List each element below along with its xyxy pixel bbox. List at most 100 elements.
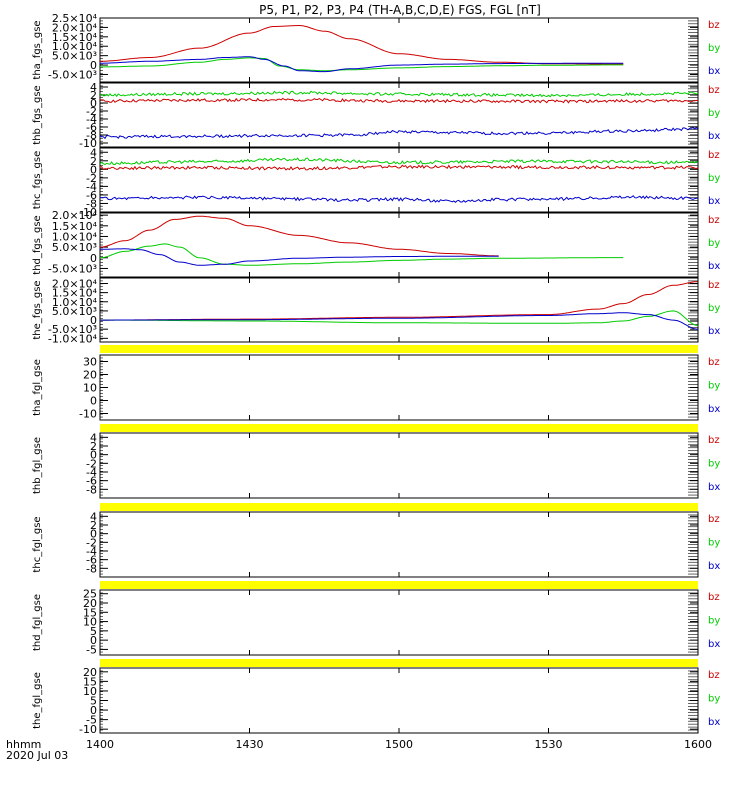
y-tick-label: 2.0×10⁴ — [52, 21, 98, 34]
y-tick-label: 2 — [90, 155, 97, 168]
y-tick-label: 4 — [90, 81, 97, 94]
y-tick-label: 0 — [90, 395, 97, 408]
data-gap-bar — [100, 659, 698, 667]
legend-bx: bx — [708, 326, 720, 337]
legend-bz: bz — [708, 357, 720, 368]
y-tick-label: -6 — [86, 189, 97, 202]
y-tick-label: -4 — [86, 545, 97, 558]
y-tick-label: 0 — [90, 97, 97, 110]
series-line-bx — [100, 195, 698, 203]
legend-by: by — [708, 173, 720, 184]
chart-title: P5, P1, P2, P3, P4 (TH-A,B,C,D,E) FGS, F… — [259, 3, 541, 17]
y-minor-ticks — [100, 280, 698, 340]
y-tick-label: 0 — [90, 163, 97, 176]
y-axis-label: thb_fgs_gse — [32, 85, 43, 144]
y-tick-label: -2 — [86, 536, 97, 549]
y-axis-label: tha_fgl_gse — [32, 359, 43, 416]
legend-by: by — [708, 459, 720, 470]
legend-bx: bx — [708, 639, 720, 650]
y-tick-label: -2 — [86, 172, 97, 185]
date-label: 2020 Jul 03 — [6, 749, 68, 762]
legend-bz: bz — [708, 150, 720, 161]
y-tick-label: -6 — [86, 475, 97, 488]
y-tick-label: -2 — [86, 105, 97, 118]
legend-bz: bz — [708, 435, 720, 446]
x-tick-label: 1500 — [385, 738, 413, 751]
series-line-by — [100, 243, 624, 266]
y-tick-label: -8 — [86, 562, 97, 575]
y-tick-label: 2 — [90, 440, 97, 453]
y-tick-label: -5.0×10³ — [48, 68, 97, 81]
legend-bz: bz — [708, 670, 720, 681]
series-line-bz — [100, 215, 499, 257]
y-tick-label: -2 — [86, 457, 97, 470]
y-minor-ticks — [100, 215, 698, 275]
legend-bx: bx — [708, 131, 720, 142]
y-tick-label: 4 — [90, 146, 97, 159]
panel-frame — [99, 212, 699, 278]
panel-frame — [99, 667, 699, 734]
y-axis-label: thd_fgs_gse — [32, 215, 43, 274]
y-tick-label: 25 — [83, 588, 97, 601]
y-axis-label: thc_fgl_gse — [32, 516, 43, 572]
y-axis-label: thd_fgl_gse — [32, 594, 43, 651]
y-tick-label: 0 — [90, 314, 97, 327]
legend-by: by — [708, 43, 720, 54]
y-minor-ticks — [100, 435, 698, 496]
legend-bz: bz — [708, 514, 720, 525]
time-format-label: hhmm — [6, 738, 41, 751]
panel-frame — [99, 511, 699, 578]
y-axis-label: tha_fgs_gse — [32, 20, 43, 79]
panel-frame — [99, 147, 699, 213]
y-tick-label: 2.0×10⁴ — [52, 209, 98, 222]
y-tick-label: 5.0×10³ — [52, 50, 97, 63]
y-tick-label: 1.0×10⁴ — [52, 40, 98, 53]
series-group — [100, 25, 624, 73]
y-tick-label: 0 — [90, 252, 97, 265]
series-line-by — [100, 90, 698, 98]
panel-tha_fgs_gse: -5.0×10³05.0×10³1.0×10⁴1.5×10⁴2.0×10⁴2.5… — [32, 12, 720, 83]
y-tick-label: 1.5×10⁴ — [52, 287, 98, 300]
panel-frame — [99, 432, 699, 499]
series-line-by — [100, 157, 698, 166]
y-tick-label: -10 — [79, 723, 97, 736]
panel-frame — [99, 17, 699, 83]
series-line-bz — [100, 164, 698, 171]
legend-bx: bx — [708, 66, 720, 77]
y-tick-label: 2 — [90, 519, 97, 532]
y-minor-ticks — [100, 514, 698, 575]
data-gap-bar — [100, 503, 698, 511]
x-tick-label: 1600 — [684, 738, 712, 751]
y-tick-label: 20 — [83, 369, 97, 382]
legend-bz: bz — [708, 280, 720, 291]
data-gap-bar — [100, 345, 698, 353]
y-tick-label: -6 — [86, 121, 97, 134]
y-tick-label: 2 — [90, 89, 97, 102]
y-tick-label: -10 — [79, 206, 97, 219]
y-tick-label: 20 — [83, 666, 97, 679]
y-tick-label: 10 — [83, 685, 97, 698]
legend-by: by — [708, 381, 720, 392]
y-tick-label: 0 — [90, 449, 97, 462]
legend-bx: bx — [708, 261, 720, 272]
y-tick-label: 10 — [83, 382, 97, 395]
y-tick-label: 1.0×10⁴ — [52, 230, 98, 243]
y-tick-label: 4 — [90, 431, 97, 444]
series-line-bx — [100, 127, 698, 140]
y-tick-label: 0 — [90, 704, 97, 717]
legend-bz: bz — [708, 20, 720, 31]
y-tick-label: -5 — [86, 643, 97, 656]
y-tick-label: -5.0×10³ — [48, 262, 97, 275]
y-axis-label: thc_fgs_gse — [32, 151, 43, 210]
legend-bz: bz — [708, 592, 720, 603]
y-tick-label: 15 — [83, 675, 97, 688]
y-tick-label: 10 — [83, 616, 97, 629]
series-group — [100, 90, 698, 140]
panels: -5.0×10³05.0×10³1.0×10⁴1.5×10⁴2.0×10⁴2.5… — [32, 12, 720, 736]
